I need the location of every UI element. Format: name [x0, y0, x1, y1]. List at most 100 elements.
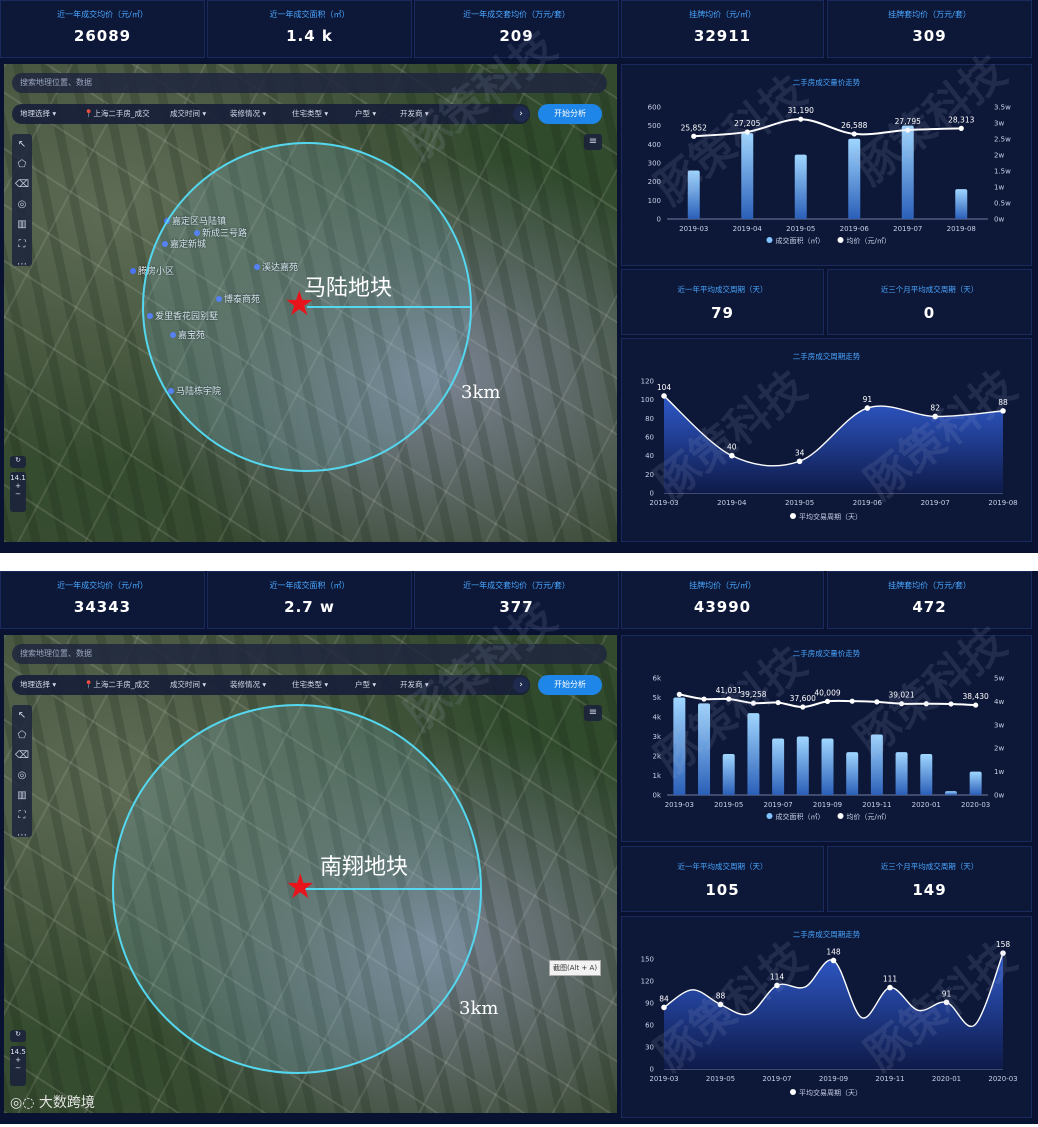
filter-developer[interactable]: 开发商 ▾ — [400, 680, 429, 689]
map-icon[interactable]: ▥ — [17, 219, 27, 230]
axis-tick-label: 150 — [641, 956, 654, 964]
filter-dataset[interactable]: 📍上海二手房_成交 — [84, 109, 150, 118]
zoom-in-icon[interactable]: + — [15, 482, 21, 490]
filter-geo-select[interactable]: 地理选择 ▾ — [20, 109, 57, 118]
price-point — [905, 127, 911, 133]
price-point — [948, 701, 954, 707]
fullscreen-icon[interactable]: ⛶ — [18, 239, 26, 250]
filter-deal-time[interactable]: 成交时间 ▾ — [170, 680, 207, 689]
zoom-control[interactable]: 14.5 + − — [10, 1046, 26, 1086]
map-icon[interactable]: ▥ — [17, 790, 27, 801]
filter-house-type[interactable]: 住宅类型 ▾ — [292, 109, 329, 118]
data-label: 111 — [883, 975, 898, 984]
eraser-icon[interactable]: ⌫ — [14, 179, 30, 190]
price-point — [775, 699, 781, 706]
bar — [796, 736, 809, 795]
data-label: 158 — [996, 940, 1011, 949]
filter-developer[interactable]: 开发商 ▾ — [400, 109, 429, 118]
zoom-out-icon[interactable]: − — [15, 1064, 21, 1072]
polygon-icon[interactable]: ⬠ — [17, 159, 27, 170]
data-label: 88 — [998, 398, 1008, 407]
data-label: 104 — [657, 383, 672, 392]
satellite-map[interactable]: 搜索地理位置、数据 地理选择 ▾ 📍上海二手房_成交 成交时间 ▾ 装修情况 ▾… — [4, 635, 617, 1113]
kpi-label: 挂牌均价（元/㎡） — [689, 10, 756, 19]
price-point — [923, 701, 929, 707]
axis-tick-label: 2019-11 — [875, 1075, 904, 1083]
refresh-icon[interactable]: ↻ — [10, 1030, 26, 1042]
legend-swatch — [837, 813, 844, 819]
target-icon[interactable]: ◎ — [17, 770, 27, 781]
axis-tick-label: 2019-08 — [947, 225, 976, 233]
axis-tick-label: 20 — [645, 471, 654, 479]
kpi-label: 近一年成交均价（元/㎡） — [57, 581, 148, 590]
filter-deal-time[interactable]: 成交时间 ▾ — [170, 109, 207, 118]
bar — [698, 703, 711, 795]
axis-tick-label: 2019-03 — [649, 499, 678, 507]
axis-tick-label: 2020-01 — [932, 1075, 961, 1083]
stat-value: 79 — [711, 304, 734, 322]
filter-dataset[interactable]: 📍上海二手房_成交 — [84, 680, 150, 689]
kpi-value: 472 — [912, 598, 947, 616]
more-icon[interactable]: ⋯ — [17, 259, 27, 270]
legend-label: 成交面积（㎡） — [776, 236, 825, 245]
pointer-icon[interactable]: ↖ — [17, 710, 27, 721]
axis-tick-label: 40 — [645, 452, 654, 460]
zoom-out-icon[interactable]: − — [15, 490, 21, 498]
zoom-in-icon[interactable]: + — [15, 1056, 21, 1064]
refresh-icon[interactable]: ↻ — [10, 456, 26, 468]
chevron-right-icon[interactable]: › — [513, 677, 529, 693]
start-analysis-button[interactable]: 开始分析 — [538, 675, 602, 695]
layers-icon[interactable]: ≡ — [584, 134, 602, 150]
axis-tick-label: 0 — [657, 216, 661, 224]
more-icon[interactable]: ⋯ — [17, 830, 27, 841]
price-point — [874, 699, 880, 705]
axis-tick-label: 3w — [994, 120, 1004, 128]
filter-bar: 地理选择 ▾ 📍上海二手房_成交 成交时间 ▾ 装修情况 ▾ 住宅类型 ▾ 户型… — [12, 104, 530, 124]
cycle-point — [830, 957, 837, 964]
data-label: 27,205 — [734, 119, 760, 128]
legend-label: 成交面积（㎡） — [776, 812, 825, 821]
chevron-right-icon[interactable]: › — [513, 106, 529, 122]
fullscreen-icon[interactable]: ⛶ — [18, 810, 26, 821]
price-point — [800, 704, 806, 710]
axis-tick-label: 2019-06 — [853, 499, 883, 507]
polygon-icon[interactable]: ⬠ — [17, 730, 27, 741]
filter-layout[interactable]: 户型 ▾ — [355, 109, 377, 118]
legend-label: 均价（元/㎡） — [847, 812, 891, 821]
filter-bar: 地理选择 ▾ 📍上海二手房_成交 成交时间 ▾ 装修情况 ▾ 住宅类型 ▾ 户型… — [12, 675, 530, 695]
bar — [794, 154, 807, 219]
satellite-map[interactable]: 搜索地理位置、数据 地理选择 ▾ 📍上海二手房_成交 成交时间 ▾ 装修情况 ▾… — [4, 64, 617, 542]
bar — [920, 754, 933, 795]
pointer-icon[interactable]: ↖ — [17, 139, 27, 150]
filter-house-type[interactable]: 住宅类型 ▾ — [292, 680, 329, 689]
chart-title: 二手房成交周期走势 — [792, 352, 861, 361]
filter-decoration[interactable]: 装修情况 ▾ — [230, 680, 267, 689]
search-input[interactable]: 搜索地理位置、数据 — [12, 644, 607, 664]
plot-star-icon[interactable]: ★ — [285, 867, 316, 907]
axis-tick-label: 2019-06 — [840, 225, 870, 233]
bar — [895, 752, 908, 795]
cycle-point — [943, 999, 950, 1006]
plot-star-icon[interactable]: ★ — [284, 284, 315, 324]
target-icon[interactable]: ◎ — [17, 199, 27, 210]
price-line — [693, 118, 962, 138]
eraser-icon[interactable]: ⌫ — [14, 750, 30, 761]
kpi-card: 挂牌套均价（万元/套） 472 — [827, 571, 1032, 629]
start-analysis-button[interactable]: 开始分析 — [538, 104, 602, 124]
filter-geo-select[interactable]: 地理选择 ▾ — [20, 680, 57, 689]
price-point — [726, 696, 732, 702]
stat-label: 近三个月平均成交周期（天） — [880, 285, 979, 294]
bar — [772, 738, 785, 795]
axis-tick-label: 2020-03 — [988, 1075, 1017, 1083]
kpi-label: 近一年成交面积（㎡） — [269, 581, 350, 590]
zoom-control[interactable]: 14.1 + − — [10, 472, 26, 512]
axis-tick-label: 2019-09 — [813, 801, 842, 809]
search-input[interactable]: 搜索地理位置、数据 — [12, 73, 607, 93]
cycle-point — [729, 452, 735, 459]
price-point — [798, 116, 804, 122]
kpi-card: 近一年成交面积（㎡） 1.4 k — [207, 0, 412, 58]
filter-decoration[interactable]: 装修情况 ▾ — [230, 109, 267, 118]
kpi-card: 近一年成交套均价（万元/套） 209 — [414, 0, 619, 58]
filter-layout[interactable]: 户型 ▾ — [355, 680, 377, 689]
layers-icon[interactable]: ≡ — [584, 705, 602, 721]
